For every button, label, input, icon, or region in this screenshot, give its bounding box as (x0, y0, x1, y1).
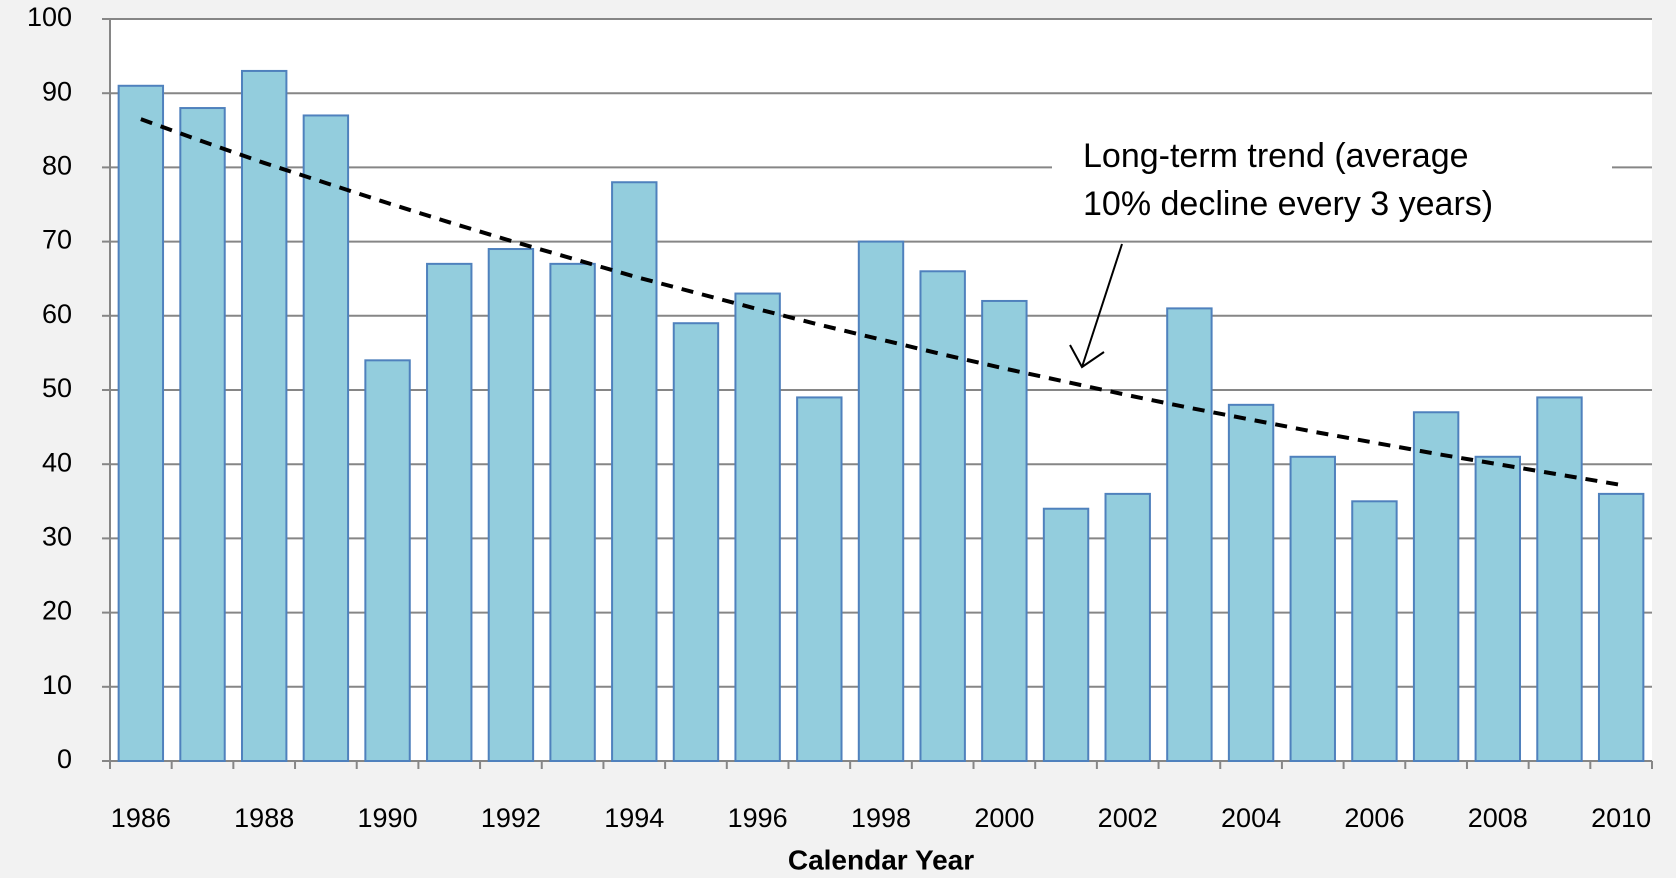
x-tick-label: 1988 (234, 803, 294, 833)
bar (549, 262, 596, 762)
bar (796, 396, 843, 762)
y-tick-label: 0 (57, 744, 72, 774)
bar (1536, 396, 1583, 762)
bar (1166, 307, 1213, 762)
y-tick-label: 40 (42, 447, 72, 477)
x-tick-label: 1994 (604, 803, 664, 833)
bar (1104, 492, 1151, 762)
y-tick-label: 70 (42, 225, 72, 255)
y-tick-label: 30 (42, 522, 72, 552)
annotation-line: 10% decline every 3 years) (1083, 185, 1493, 223)
bar (487, 248, 535, 763)
bar (179, 107, 226, 763)
annotation-box (1052, 135, 1612, 235)
bar (1227, 403, 1275, 762)
x-tick-label: 2010 (1591, 803, 1651, 833)
bar (364, 359, 411, 762)
x-axis-title: Calendar Year (788, 844, 974, 875)
bar (672, 322, 720, 762)
y-tick-label: 50 (42, 373, 72, 403)
bar (240, 69, 288, 762)
bar (1042, 507, 1090, 762)
bar (981, 299, 1028, 762)
y-tick-label: 80 (42, 151, 72, 181)
x-tick-label: 2000 (974, 803, 1034, 833)
x-tick-label: 1998 (851, 803, 911, 833)
bar (426, 262, 473, 762)
annotation-line: Long-term trend (average (1083, 137, 1469, 175)
trend (140, 117, 1622, 487)
bar (734, 292, 781, 762)
x-tick-label: 2004 (1221, 803, 1281, 833)
bar (857, 240, 905, 763)
annotation-arrow (1081, 243, 1123, 368)
bar (1351, 500, 1398, 762)
y-tick-label: 20 (42, 596, 72, 626)
y-tick-label: 10 (42, 670, 72, 700)
trend-line (140, 117, 1622, 487)
bar (611, 181, 658, 763)
bar (1289, 455, 1336, 762)
y-tick-label: 100 (27, 2, 72, 32)
y-tick-label: 90 (42, 76, 72, 106)
bar (117, 84, 165, 762)
x-tick-label: 1996 (728, 803, 788, 833)
annotation-arrowhead (1069, 344, 1105, 369)
bar (1474, 455, 1522, 762)
x-tick-label: 2008 (1468, 803, 1528, 833)
x-tick-label: 1992 (481, 803, 541, 833)
bar (919, 270, 966, 762)
bar (302, 114, 350, 762)
bar (1597, 492, 1645, 762)
bar (1412, 411, 1460, 762)
bars (117, 69, 1645, 763)
x-tick-label: 1990 (358, 803, 418, 833)
x-tick-label: 2002 (1098, 803, 1158, 833)
y-tick-label: 60 (42, 299, 72, 329)
x-tick-label: 1986 (111, 803, 171, 833)
x-tick-label: 2006 (1344, 803, 1404, 833)
